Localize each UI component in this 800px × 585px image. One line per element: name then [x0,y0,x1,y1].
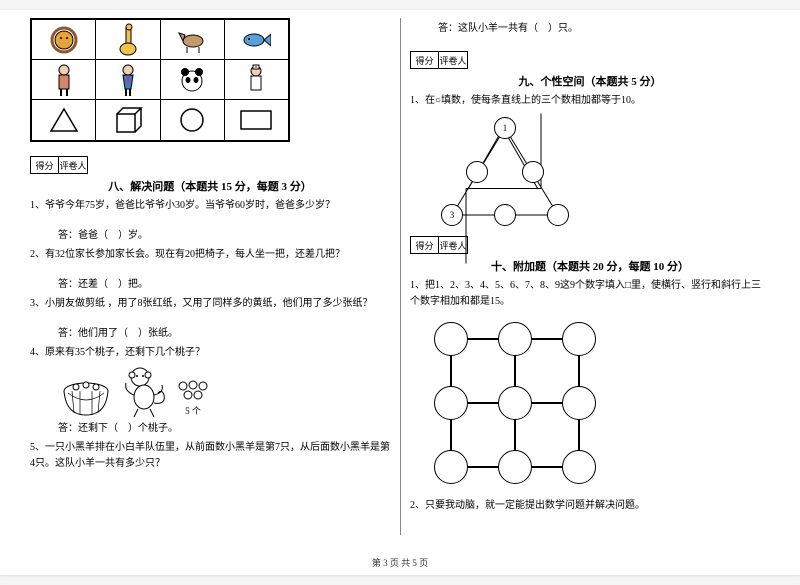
rectangle-shape [225,100,288,140]
ms-node-4 [434,386,468,420]
circle-shape [161,100,225,140]
score-label: 得分 [411,52,439,68]
left-column: 得分 评卷人 八、解决问题（本题共 15 分，每题 3 分） 1、爷爷今年75岁… [20,18,400,551]
score-row-9: 得分 评卷人 [410,51,770,69]
q8-1: 1、爷爷今年75岁，爸爸比爷爷小30岁。当爷爷60岁时，爸爸多少岁？ [30,198,390,214]
column-divider [400,18,401,535]
q8-4: 4、原来有35个桃子，还剩下几个桃子？ [30,345,390,361]
monkey-icon [120,365,168,417]
q10-1: 1、把1、2、3、4、5、6、7、8、9这9个数字填入□里，使横行、竖行和斜行上… [410,278,770,310]
score-row-10: 得分 评卷人 [410,236,770,254]
q9-1: 1、在○填数，使每条直线上的三个数相加都等于10。 [410,93,770,109]
giraffe-icon [96,20,160,59]
triangle-shape [32,100,96,140]
boy-icon [96,60,160,99]
panda-icon [161,60,225,99]
score-row-8: 得分 评卷人 [30,156,390,174]
ms-node-6 [562,386,596,420]
magic-square-diagram [430,318,600,488]
ms-node-7 [434,450,468,484]
right-column: 答：这队小羊一共有（ ）只。 得分 评卷人 九、个性空间（本题共 5 分） 1、… [400,18,780,551]
score-label: 得分 [411,237,439,253]
score-box: 得分 评卷人 [30,156,88,174]
triangle-diagram: 1 3 [430,115,580,230]
q8-2-answer: 答：还差（ ）把。 [58,277,390,293]
grader-label: 评卷人 [439,237,467,253]
monkey-illustration: 5 个 [60,365,390,417]
basket-icon [60,377,112,417]
classification-grid [30,18,290,142]
ms-node-3 [562,322,596,356]
page: 得分 评卷人 八、解决问题（本题共 15 分，每题 3 分） 1、爷爷今年75岁… [0,10,800,575]
q8-5: 5、一只小黑羊排在小白羊队伍里，从前面数小黑羊是第7只，从后面数小黑羊是第4只。… [30,440,390,472]
horse-icon [161,20,225,59]
tri-node-bm [494,204,516,226]
section-9-title: 九、个性空间（本题共 5 分） [410,73,770,89]
ms-node-2 [498,322,532,356]
cube-shape [96,100,160,140]
tri-node-top: 1 [494,117,516,139]
score-label: 得分 [31,157,59,173]
man-icon [32,60,96,99]
score-box: 得分 评卷人 [410,236,468,254]
peach-count-label: 5 个 [176,404,210,417]
ms-node-5 [498,386,532,420]
peach-group: 5 个 [176,379,210,417]
ms-node-9 [562,450,596,484]
tri-node-br [547,204,569,226]
nurse-icon [225,60,288,99]
page-footer: 第 3 页 共 5 页 [0,556,800,569]
q8-4-answer: 答：还剩下（ ）个桃子。 [58,421,390,437]
tri-node-mr [522,161,544,183]
score-box: 得分 评卷人 [410,51,468,69]
grader-label: 评卷人 [59,157,87,173]
q8-2: 2、有32位家长参加家长会。现在有20把椅子，每人坐一把，还差几把？ [30,247,390,263]
section-8-title: 八、解决问题（本题共 15 分，每题 3 分） [30,178,390,194]
ms-node-8 [498,450,532,484]
q8-3: 3、小朋友做剪纸 ，用了8张红纸，又用了同样多的黄纸，他们用了多少张纸？ [30,296,390,312]
grader-label: 评卷人 [439,52,467,68]
tri-node-bl: 3 [441,204,463,226]
fish-icon [225,20,288,59]
q8-5-answer: 答：这队小羊一共有（ ）只。 [438,21,770,37]
lion-icon [32,20,96,59]
q8-1-answer: 答：爸爸（ ）岁。 [58,228,390,244]
section-10-title: 十、附加题（本题共 20 分，每题 10 分） [410,258,770,274]
ms-node-1 [434,322,468,356]
q8-3-answer: 答：他们用了（ ）张纸。 [58,326,390,342]
q10-2: 2、只要我动脑，就一定能提出数学问题并解决问题。 [410,498,770,514]
tri-node-ml [466,161,488,183]
